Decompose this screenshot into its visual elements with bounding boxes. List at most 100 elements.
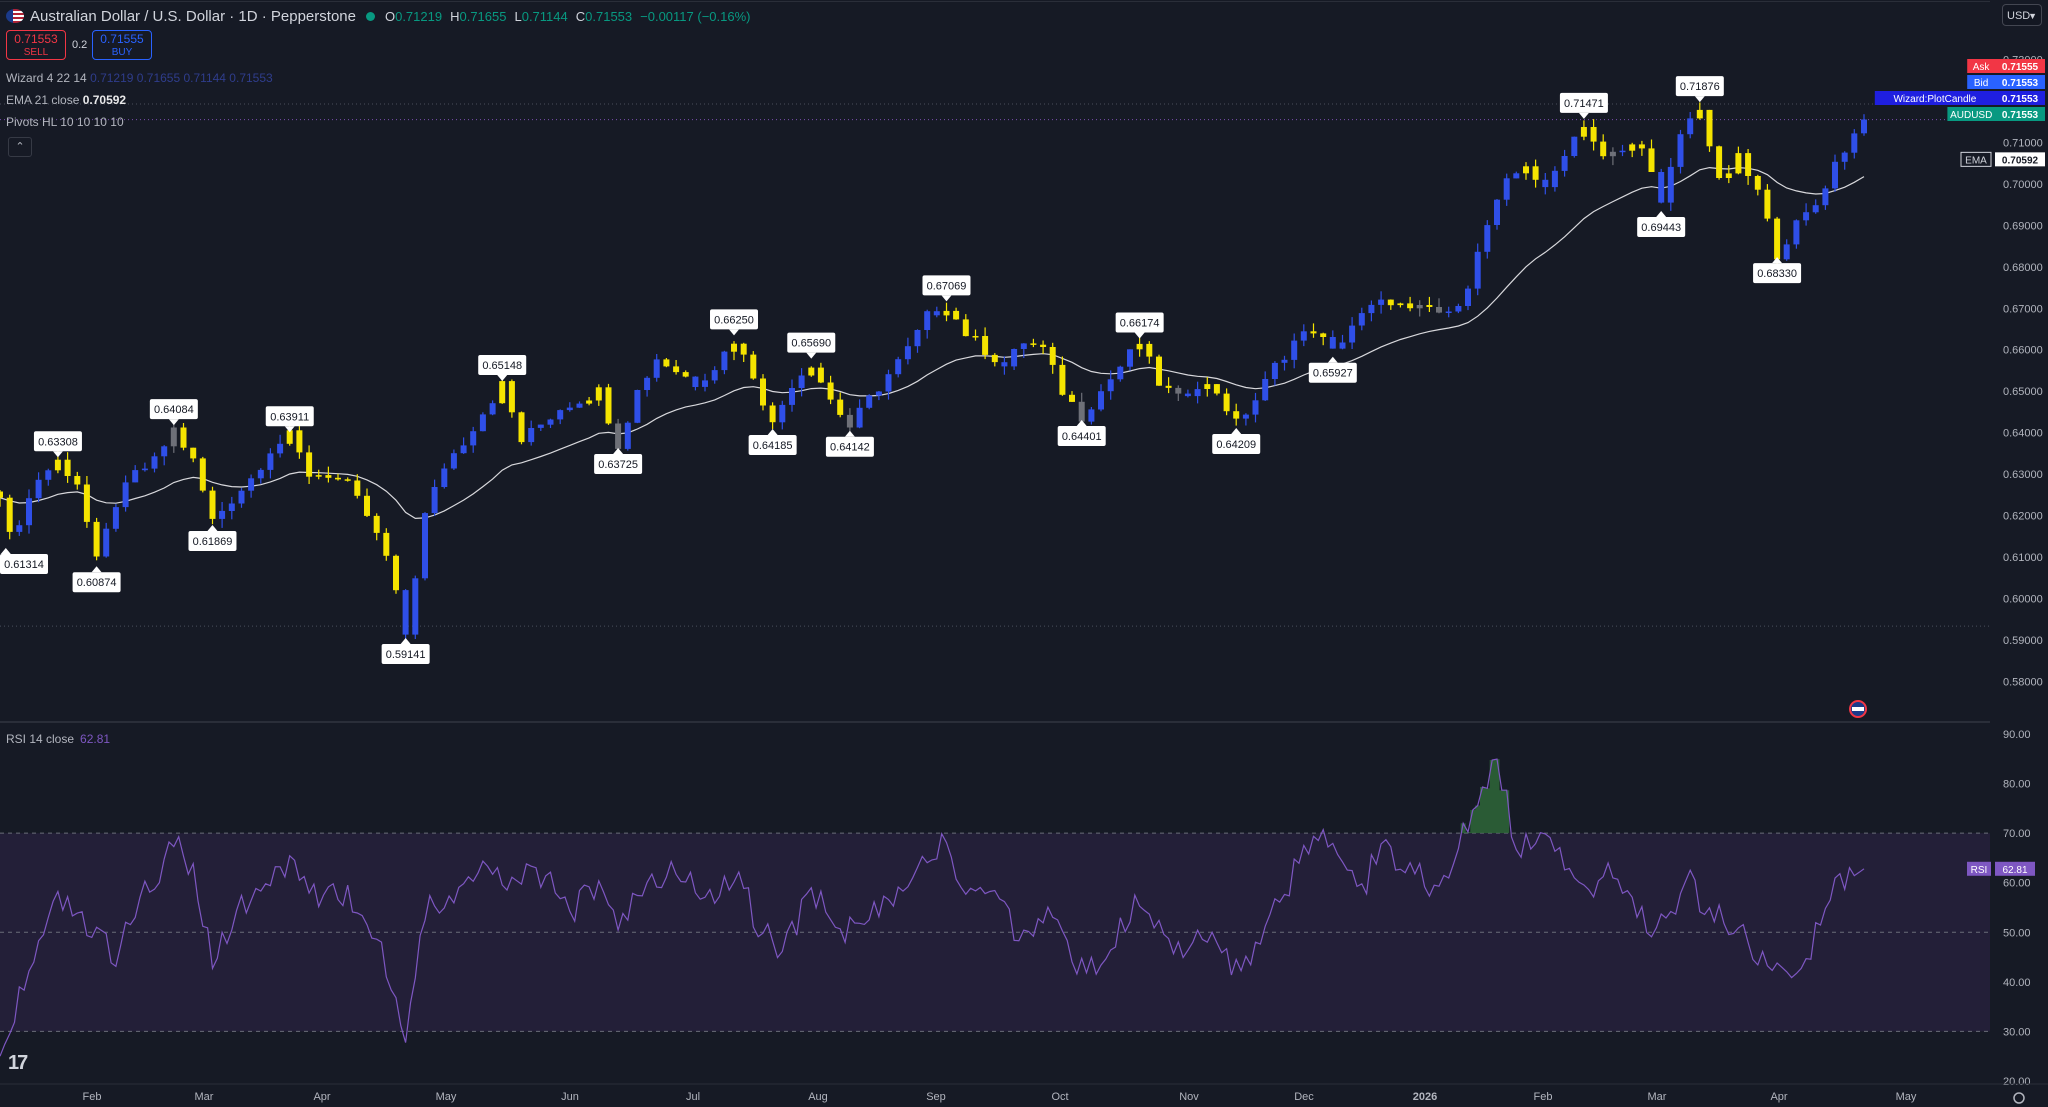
indicator-wizard[interactable]: Wizard 4 22 14 0.71219 0.71655 0.71144 0… [6, 71, 273, 85]
pivot-label-pointer [52, 451, 63, 458]
candle [808, 366, 815, 377]
candle-body [731, 343, 737, 352]
candle [26, 489, 32, 534]
candle-body [972, 336, 979, 338]
rsi-tag-name: RSI [1971, 865, 1988, 876]
pivot-label-box [381, 644, 430, 665]
pivot-low-label: 0.59141 [381, 638, 430, 665]
candle [1233, 403, 1240, 426]
price-tag-value-box [1995, 91, 2045, 105]
candle [325, 466, 332, 483]
candle [64, 452, 71, 483]
candle [209, 486, 216, 525]
candle [856, 399, 863, 429]
time-axis[interactable]: Feb Mar Apr May Jun Jul Aug Sep Oct Nov Dec 2026 Feb… [0, 1083, 2048, 1104]
price-tick-label: 0.65000 [2003, 386, 2043, 398]
pivot-label-box [1559, 92, 1608, 113]
candle-body [228, 503, 235, 511]
collapse-legend-button[interactable]: ⌃ [8, 137, 32, 157]
sell-button[interactable]: 0.71553 SELL [6, 30, 66, 60]
pivot-high-label: 0.71876 [1675, 76, 1724, 103]
candle [760, 374, 766, 411]
candle [393, 554, 399, 594]
candle [1184, 389, 1191, 398]
pivot-label-pointer [1231, 427, 1242, 434]
gear-icon[interactable] [2013, 1092, 2025, 1104]
candle-body [1233, 411, 1240, 419]
indicator-pivots[interactable]: Pivots HL 10 10 10 10 [6, 115, 124, 129]
price-tick-label: 0.71000 [2003, 137, 2043, 149]
tradingview-logo-icon[interactable]: 17 [8, 1052, 28, 1074]
candle [122, 475, 129, 512]
candle-body [170, 427, 177, 447]
currency-selector[interactable]: USD ▼ [2002, 4, 2042, 26]
pivot-label-box [922, 275, 971, 296]
rsi-legend[interactable]: RSI 14 close 62.81 [6, 732, 110, 746]
chevron-down-icon: ▼ [2028, 11, 2037, 21]
candle-body [1020, 343, 1027, 349]
candle-body [1484, 225, 1491, 252]
candle [1088, 407, 1095, 425]
candle-body [0, 491, 3, 498]
candle [93, 517, 100, 561]
wizard-values: 0.71219 0.71655 0.71144 0.71553 [90, 71, 273, 85]
pivot-low-label: 0.63725 [594, 448, 643, 475]
candle [1783, 239, 1790, 261]
pivot-label-pointer [1772, 257, 1783, 264]
candle [296, 426, 303, 459]
pivot-label-pointer [806, 352, 817, 359]
candle [1542, 173, 1549, 195]
candle-body [692, 376, 699, 387]
candle-body [16, 525, 23, 532]
candle-body [219, 510, 226, 519]
candle [1822, 185, 1829, 210]
candle [141, 462, 148, 472]
candle-body [837, 399, 844, 415]
indicator-ema[interactable]: EMA 21 close 0.70592 [6, 93, 126, 107]
pivot-label-box [478, 355, 527, 376]
candle-body [1358, 313, 1365, 326]
time-tick-label: Nov [1179, 1091, 1199, 1103]
candle [1716, 145, 1723, 180]
pivot-label-pointer [91, 566, 102, 573]
price-tag-name: Wizard:PlotCandle [1893, 94, 1976, 105]
pivot-label-text: 0.68330 [1757, 268, 1797, 280]
candle [1551, 166, 1558, 192]
candle [373, 513, 380, 541]
price-tick-label: 0.70000 [2003, 179, 2043, 191]
candle-body [663, 359, 670, 367]
candle-body [875, 391, 882, 396]
pivot-label-box [825, 436, 874, 457]
candle [653, 354, 660, 382]
spread-value: 0.2 [72, 39, 88, 51]
candle [1600, 134, 1607, 160]
pivot-label-pointer [1694, 96, 1705, 103]
pivot-label-text: 0.64401 [1062, 431, 1102, 443]
symbol-title[interactable]: Australian Dollar / U.S. Dollar · 1D · P… [30, 7, 356, 25]
pivot-high-label: 0.67069 [922, 275, 971, 302]
candlestick-series [0, 102, 1867, 643]
candle [161, 445, 168, 466]
candle-body [141, 468, 148, 471]
candle-body [866, 395, 873, 408]
buy-button[interactable]: 0.71555 BUY [92, 30, 152, 60]
candle [45, 468, 52, 486]
candle [895, 356, 902, 378]
candle-body [383, 532, 390, 556]
time-tick-label: May [436, 1091, 457, 1103]
candle [933, 306, 940, 318]
economic-event-icon-detail [1852, 707, 1864, 711]
candle-body [1764, 189, 1771, 219]
candle [991, 353, 998, 367]
candle-body [1474, 251, 1481, 289]
candle [692, 376, 699, 391]
candle-body [1832, 161, 1838, 189]
candle [1416, 300, 1423, 317]
candle [489, 400, 496, 416]
rsi-tag-value: 62.81 [2002, 865, 2027, 876]
time-tick-label: Feb [1534, 1091, 1553, 1103]
candle [1764, 184, 1771, 222]
price-tick-label: 0.60000 [2003, 593, 2043, 605]
